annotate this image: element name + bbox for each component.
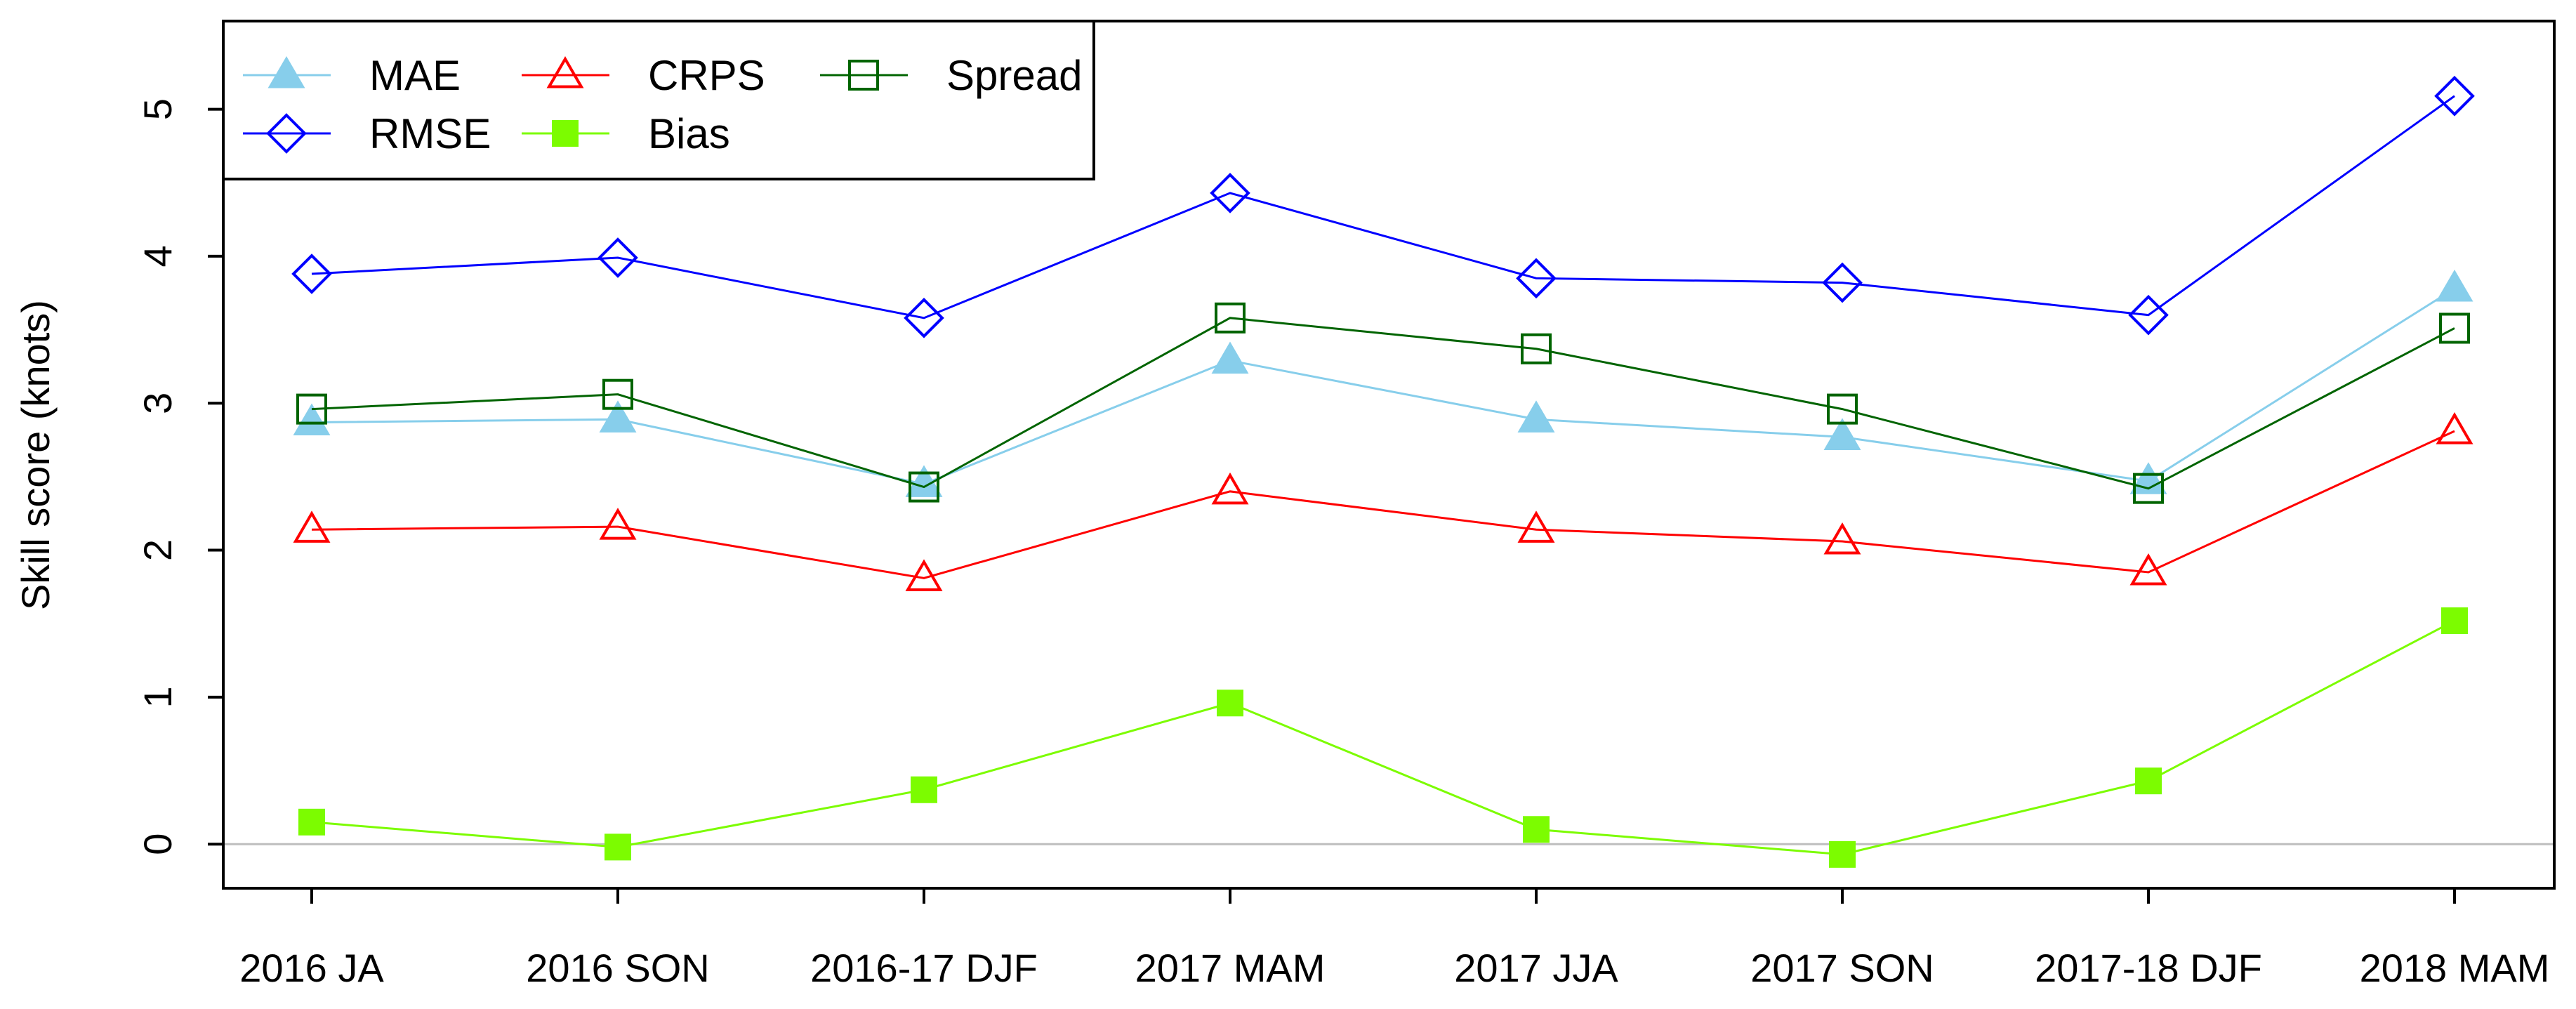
point-rmse-1 <box>597 237 638 278</box>
x-tick-label-7: 2018 MAM <box>2360 946 2550 990</box>
y-axis: 0 1 2 3 4 5 <box>136 98 223 855</box>
legend-label-rmse: RMSE <box>369 110 491 157</box>
y-tick-label-4: 4 <box>136 245 180 267</box>
legend-label-crps: CRPS <box>648 52 765 99</box>
point-rmse-3 <box>1210 173 1250 213</box>
series-line-crps <box>311 430 2455 579</box>
point-bias-5 <box>1829 840 1856 868</box>
series-line-rmse <box>311 95 2455 319</box>
point-crps-5 <box>1823 522 1861 555</box>
x-tick-label-1: 2016 SON <box>526 946 710 990</box>
series-group <box>291 75 2475 868</box>
point-spread-1 <box>602 378 633 410</box>
point-bias-1 <box>605 833 631 861</box>
legend-entry-rmse: RMSE <box>243 110 491 157</box>
y-axis-title: Skill score (knots) <box>13 300 58 610</box>
point-crps-3 <box>1211 472 1249 505</box>
point-crps-0 <box>293 510 331 543</box>
series-crps <box>293 412 2473 591</box>
legend-label-spread: Spread <box>946 52 1082 99</box>
legend-entry-bias: Bias <box>522 110 730 157</box>
series-line-bias <box>311 619 2455 856</box>
y-tick-label-1: 1 <box>136 686 180 708</box>
point-mae-5 <box>1823 418 1861 450</box>
point-rmse-2 <box>904 298 944 338</box>
x-tick-label-6: 2017-18 DJF <box>2035 946 2262 990</box>
point-rmse-6 <box>2128 294 2169 336</box>
point-bias-2 <box>911 776 937 803</box>
series-line-mae <box>311 287 2455 485</box>
legend-marker-rmse <box>266 113 307 154</box>
point-rmse-0 <box>291 253 332 294</box>
point-crps-6 <box>2129 553 2167 586</box>
point-crps-2 <box>905 559 943 591</box>
x-tick-label-0: 2016 JA <box>239 946 384 990</box>
point-spread-4 <box>1521 333 1552 364</box>
legend-entry-spread: Spread <box>820 52 1082 99</box>
legend-marker-spread <box>848 60 879 91</box>
y-tick-label-3: 3 <box>136 393 180 414</box>
point-crps-7 <box>2436 412 2473 444</box>
x-tick-label-2: 2016-17 DJF <box>810 946 1038 990</box>
series-spread <box>296 302 2470 504</box>
point-bias-4 <box>1523 816 1550 843</box>
series-line-spread <box>311 317 2455 490</box>
legend-entry-crps: CRPS <box>522 52 765 99</box>
legend-marker-mae <box>267 56 305 88</box>
y-tick-label-0: 0 <box>136 833 180 855</box>
legend-label-mae: MAE <box>369 52 461 99</box>
point-mae-4 <box>1517 400 1555 433</box>
point-spread-2 <box>909 471 939 503</box>
point-rmse-7 <box>2434 75 2475 117</box>
point-bias-0 <box>298 808 325 836</box>
point-crps-1 <box>599 508 637 540</box>
point-bias-6 <box>2135 767 2162 795</box>
legend-marker-crps <box>546 56 584 88</box>
series-bias <box>298 607 2468 868</box>
legend-marker-bias <box>552 120 579 147</box>
point-mae-0 <box>293 403 331 436</box>
series-rmse <box>291 75 2475 338</box>
point-bias-7 <box>2441 607 2468 635</box>
point-spread-6 <box>2133 473 2164 504</box>
legend-box <box>222 20 1095 180</box>
point-spread-7 <box>2439 312 2470 344</box>
x-tick-label-5: 2017 SON <box>1750 946 1934 990</box>
point-mae-1 <box>599 400 637 433</box>
plot-frame <box>222 20 2556 890</box>
point-spread-5 <box>1827 393 1858 425</box>
point-crps-4 <box>1517 510 1555 543</box>
legend-entry-mae: MAE <box>243 52 461 99</box>
y-tick-label-5: 5 <box>136 98 180 120</box>
point-bias-3 <box>1217 690 1243 717</box>
x-tick-label-3: 2017 MAM <box>1135 946 1326 990</box>
x-axis: 2016 JA 2016 SON 2016-17 DJF 2017 MAM 2017 J… <box>239 888 2549 990</box>
legend-label-bias: Bias <box>648 110 730 157</box>
point-spread-3 <box>1215 302 1246 334</box>
point-spread-0 <box>296 393 327 425</box>
point-mae-7 <box>2436 269 2473 302</box>
point-rmse-4 <box>1516 258 1557 299</box>
point-rmse-5 <box>1822 262 1863 303</box>
legend: MAE CRPS Spread RMSE Bias <box>222 20 1095 180</box>
point-mae-3 <box>1211 341 1249 374</box>
x-tick-label-4: 2017 JJA <box>1454 946 1618 990</box>
y-tick-label-2: 2 <box>136 539 180 561</box>
